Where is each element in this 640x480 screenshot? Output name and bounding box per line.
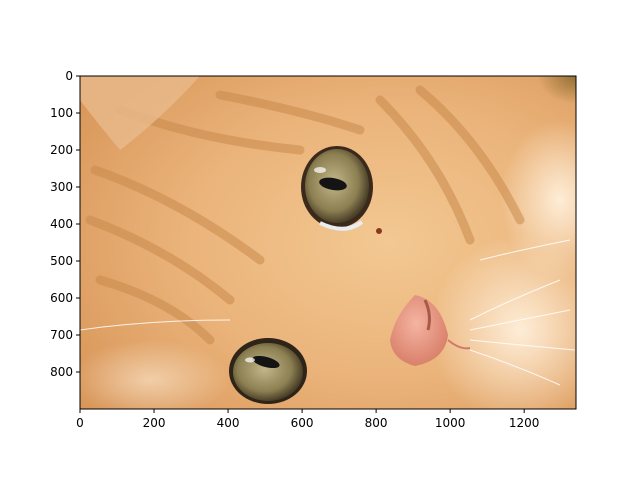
lower-eye — [229, 338, 307, 404]
x-tick-label: 1000 — [435, 416, 466, 430]
y-tick-label: 500 — [50, 254, 73, 268]
x-tick-label: 0 — [76, 416, 84, 430]
x-tick-label: 600 — [291, 416, 314, 430]
axes-frame — [79, 75, 577, 410]
x-tick-label: 1200 — [509, 416, 540, 430]
y-tick-label: 600 — [50, 291, 73, 305]
x-tick-label: 200 — [143, 416, 166, 430]
upper-eye — [301, 146, 373, 231]
ear — [80, 76, 200, 150]
x-tick-label: 800 — [365, 416, 388, 430]
y-tick-label: 400 — [50, 217, 73, 231]
kitten-photo — [80, 76, 576, 409]
x-axis: 0 200 400 600 800 1000 1200 — [76, 409, 539, 430]
y-tick-label: 200 — [50, 143, 73, 157]
y-axis: 0 100 200 300 400 500 600 700 800 — [50, 69, 80, 379]
y-tick-label: 800 — [50, 365, 73, 379]
y-tick-label: 700 — [50, 328, 73, 342]
nose — [390, 295, 471, 366]
whiskers — [80, 239, 576, 386]
y-tick-label: 300 — [50, 180, 73, 194]
y-tick-label: 100 — [50, 106, 73, 120]
x-tick-label: 400 — [217, 416, 240, 430]
fur-stripes — [85, 85, 525, 345]
y-tick-label: 0 — [65, 69, 73, 83]
